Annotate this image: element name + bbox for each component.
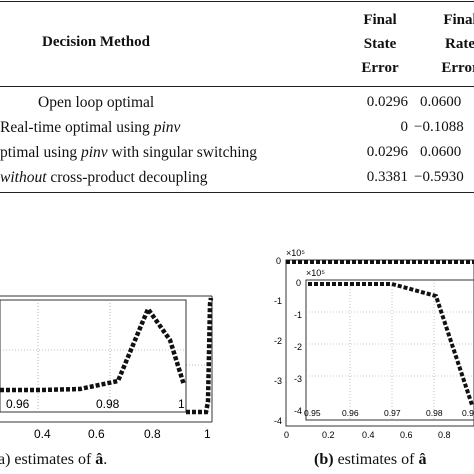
row-1-method-text: Open loop optimal bbox=[38, 94, 155, 111]
fig-a-outer-tick-1: 0.4 bbox=[34, 427, 51, 440]
fig-b-outer-xtick-3: 0.6 bbox=[400, 430, 413, 440]
fig-b-inset-ytick-2: -2 bbox=[294, 342, 302, 352]
row-4-rate-error: −0.5930 bbox=[414, 169, 464, 185]
fig-b-caption-text: estimates of bbox=[333, 451, 419, 468]
row-3-method: ptimal using pinv with singular switchin… bbox=[0, 144, 257, 162]
fig-b-caption-label: (b) bbox=[314, 451, 334, 468]
row-3-method-text-a: ptimal using bbox=[0, 144, 81, 161]
fig-b-inset-xtick-4: 0.99 bbox=[462, 408, 474, 418]
row-1-method: Open loop optimal bbox=[38, 94, 154, 112]
fig-b-outer-xtick-0: 0 bbox=[284, 430, 289, 440]
fig-a-outer-tick-4: 1 bbox=[204, 427, 211, 440]
row-3-rate-error: 0.0600 bbox=[420, 144, 462, 160]
figure-b: ×10⁵ 0 -1 -2 -3 -4 0 0.2 0.4 0.6 0.8 ×10… bbox=[262, 240, 474, 474]
row-4-method: without cross-product decoupling bbox=[0, 169, 208, 187]
header-col1-line2: State bbox=[363, 36, 397, 52]
fig-a-inset-tick-2: 0.98 bbox=[96, 397, 120, 411]
header-final-rate-error: Final Rate Error bbox=[430, 8, 474, 80]
fig-b-outer-ytick-4: -4 bbox=[274, 416, 282, 426]
fig-b-inset-frame bbox=[305, 279, 474, 421]
fig-a-inset-frame bbox=[0, 299, 187, 413]
row-2-state-error: 0 bbox=[400, 119, 409, 135]
fig-a-inset-tick-1: 0.96 bbox=[6, 397, 30, 411]
header-col2-line3: Error bbox=[441, 60, 474, 76]
fig-b-inset-xtick-3: 0.98 bbox=[426, 408, 443, 418]
table-top-rule bbox=[0, 1, 474, 3]
fig-b-inset-ytick-4: -4 bbox=[294, 406, 302, 416]
fig-b-outer-ytick-3: -3 bbox=[274, 376, 282, 386]
row-4-state-error: 0.3381 bbox=[366, 169, 408, 185]
fig-b-inset-exponent: ×10⁵ bbox=[306, 268, 325, 278]
figure-b-caption: (b) estimates of â bbox=[314, 451, 426, 469]
fig-b-inset-xtick-1: 0.96 bbox=[342, 408, 359, 418]
row-1-state-error: 0.0296 bbox=[366, 94, 408, 110]
fig-b-inset-ytick-1: -1 bbox=[294, 310, 302, 320]
fig-b-outer-xtick-4: 0.8 bbox=[438, 430, 451, 440]
figure-a: 0.96 0.98 1 0.4 0.6 0.8 1 a) estimates o… bbox=[0, 240, 230, 474]
fig-b-outer-ytick-2: -2 bbox=[274, 336, 282, 346]
fig-b-caption-symbol: â bbox=[418, 451, 427, 468]
header-col2-line1: Final bbox=[443, 12, 474, 28]
header-final-state-error: Final State Error bbox=[350, 8, 410, 80]
row-4-method-text: cross-product decoupling bbox=[46, 169, 208, 186]
table-bottom-rule bbox=[0, 192, 474, 194]
fig-b-inset-curve bbox=[308, 282, 474, 406]
fig-b-outer-ytick-0: 0 bbox=[276, 256, 281, 266]
results-table: Decision Method Final State Error Final … bbox=[0, 0, 474, 200]
fig-b-inset-ytick-0: 0 bbox=[296, 278, 301, 288]
row-3-method-text-b: with singular switching bbox=[107, 144, 258, 161]
header-col1-line3: Error bbox=[361, 60, 399, 76]
fig-a-outer-curve bbox=[186, 297, 214, 415]
fig-a-inset-tick-3: 1 bbox=[178, 397, 185, 411]
fig-a-outer-tick-2: 0.6 bbox=[88, 427, 105, 440]
row-2-method: Real-time optimal using pinv bbox=[0, 119, 180, 137]
row-2-method-text: Real-time optimal using bbox=[0, 119, 154, 136]
fig-b-outer-xtick-2: 0.4 bbox=[362, 430, 375, 440]
figure-a-plot: 0.96 0.98 1 0.4 0.6 0.8 1 bbox=[0, 295, 214, 441]
row-4-method-without: without bbox=[0, 169, 47, 186]
fig-b-outer-ytick-1: -1 bbox=[274, 296, 282, 306]
row-1-rate-error: 0.0600 bbox=[420, 94, 462, 110]
fig-b-inset-xtick-2: 0.97 bbox=[384, 408, 401, 418]
fig-a-caption-text: a) estimates of bbox=[0, 451, 96, 468]
header-col2-line2: Rate bbox=[445, 36, 474, 52]
fig-b-inset-ytick-3: -3 bbox=[294, 374, 302, 384]
table-header-rule bbox=[0, 86, 474, 88]
header-col1-line1: Final bbox=[363, 12, 397, 28]
fig-a-caption-symbol: â bbox=[95, 451, 104, 468]
fig-b-outer-exponent: ×10⁵ bbox=[286, 248, 305, 258]
row-3-method-pinv: pinv bbox=[80, 144, 108, 161]
fig-a-outer-tick-3: 0.8 bbox=[144, 427, 161, 440]
row-2-method-pinv: pinv bbox=[153, 119, 181, 136]
row-3-state-error: 0.0296 bbox=[366, 144, 408, 160]
fig-b-outer-xtick-1: 0.2 bbox=[322, 430, 335, 440]
fig-a-inset-curve bbox=[0, 304, 187, 393]
row-2-rate-error: −0.1088 bbox=[414, 119, 464, 135]
figure-b-plot: ×10⁵ 0 -1 -2 -3 -4 0 0.2 0.4 0.6 0.8 ×10… bbox=[274, 248, 474, 440]
figure-a-caption: a) estimates of â. bbox=[0, 451, 108, 468]
header-decision-method: Decision Method bbox=[42, 34, 150, 50]
fig-b-inset-xtick-0: 0.95 bbox=[304, 408, 321, 418]
